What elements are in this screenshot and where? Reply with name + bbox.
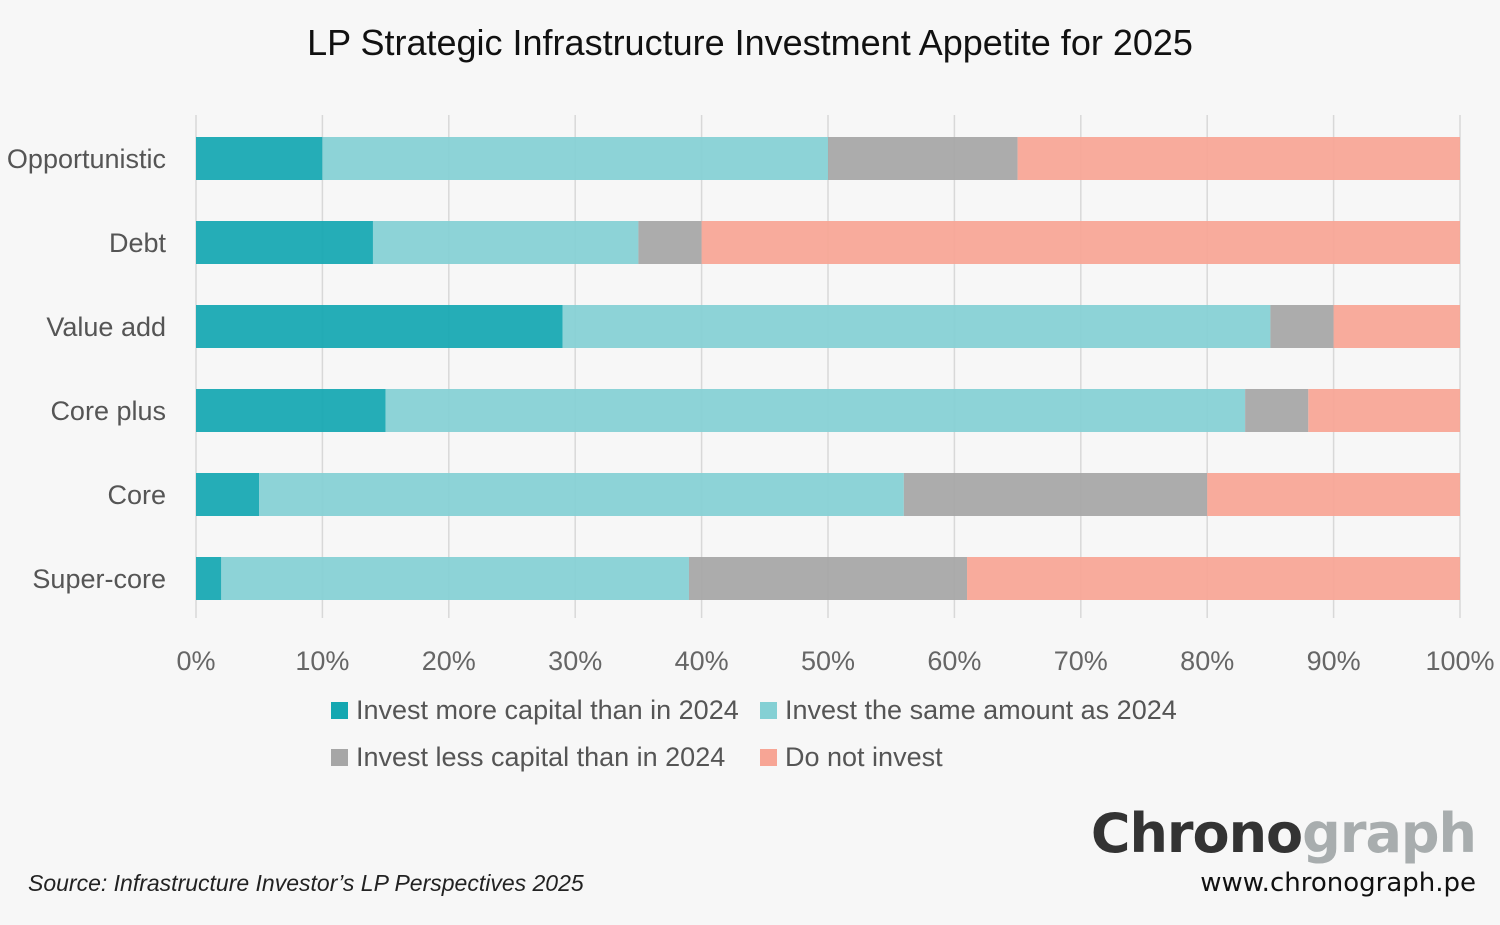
- bar-segment: [259, 473, 904, 516]
- x-tick-label: 30%: [548, 646, 602, 676]
- legend-item-same: Invest the same amount as 2024: [760, 695, 1177, 726]
- bar-segment: [385, 389, 1246, 432]
- bar-segment: [196, 305, 563, 348]
- y-category-label: Super-core: [32, 564, 166, 594]
- x-tick-label: 90%: [1307, 646, 1361, 676]
- legend-label: Invest less capital than in 2024: [356, 742, 726, 772]
- legend-swatch: [331, 702, 348, 719]
- y-category-label: Core: [107, 480, 166, 510]
- bar-segment: [196, 221, 373, 264]
- chart-plot: 0% 10% 20% 30% 40% 50% 60% 70% 80% 90% 100% Opportu…: [7, 115, 1495, 676]
- bar-segment: [196, 389, 386, 432]
- bar-segment: [688, 557, 968, 600]
- x-tick-label: 60%: [927, 646, 981, 676]
- x-tick-label: 0%: [176, 646, 215, 676]
- y-category-label: Debt: [109, 228, 167, 258]
- bar-segment: [1207, 473, 1460, 516]
- bar-segment: [1270, 305, 1334, 348]
- logo-part: Chrono: [1090, 802, 1303, 865]
- legend-item-less: Invest less capital than in 2024: [331, 742, 725, 773]
- legend-swatch: [331, 749, 348, 766]
- y-category-label: Value add: [46, 312, 166, 342]
- y-category-label: Core plus: [50, 396, 166, 426]
- x-tick-label: 50%: [801, 646, 855, 676]
- bar-segment: [196, 137, 323, 180]
- bar-segment: [903, 473, 1208, 516]
- bar-segment: [1333, 305, 1460, 348]
- bar-segment: [967, 557, 1460, 600]
- bar-segment: [562, 305, 1271, 348]
- x-tick-label: 80%: [1180, 646, 1234, 676]
- bar-segment: [1308, 389, 1460, 432]
- chart-title: LP Strategic Infrastructure Investment A…: [307, 22, 1193, 63]
- legend-swatch: [760, 702, 777, 719]
- x-tick-label: 10%: [295, 646, 349, 676]
- x-tick-label: 20%: [422, 646, 476, 676]
- bar-segment: [221, 557, 689, 600]
- bar-segment: [828, 137, 1018, 180]
- x-tick-label: 40%: [675, 646, 729, 676]
- bar-segment: [638, 221, 702, 264]
- bar-segment: [196, 557, 222, 600]
- legend-swatch: [760, 749, 777, 766]
- x-tick-label: 70%: [1054, 646, 1108, 676]
- logo-part: graph: [1302, 802, 1477, 865]
- legend-item-more: Invest more capital than in 2024: [331, 695, 739, 726]
- x-tick-label: 100%: [1425, 646, 1494, 676]
- legend-item-none: Do not invest: [760, 742, 943, 773]
- bar-segment: [322, 137, 828, 180]
- source-note: Source: Infrastructure Investor’s LP Per…: [28, 870, 584, 896]
- bar-segment: [1017, 137, 1460, 180]
- chronograph-logo: Chronograph: [1090, 802, 1477, 865]
- legend-label: Invest more capital than in 2024: [356, 695, 739, 725]
- y-category-label: Opportunistic: [7, 144, 166, 174]
- legend-label: Invest the same amount as 2024: [785, 695, 1177, 725]
- bar-segment: [372, 221, 639, 264]
- legend-label: Do not invest: [785, 742, 943, 772]
- website-url: www.chronograph.pe: [1200, 868, 1476, 898]
- bar-segment: [1245, 389, 1309, 432]
- bar-segment: [701, 221, 1460, 264]
- bar-segment: [196, 473, 260, 516]
